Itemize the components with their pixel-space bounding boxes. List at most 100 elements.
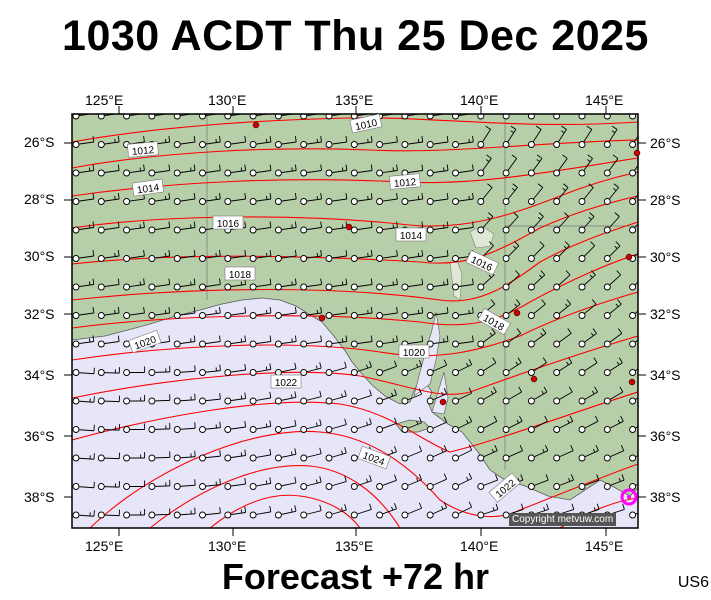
wind-barb bbox=[224, 278, 247, 291]
wind-barb bbox=[97, 367, 120, 376]
wind-barb bbox=[553, 474, 574, 490]
wind-barb bbox=[325, 475, 347, 490]
isobar-label: 1022 bbox=[270, 374, 302, 389]
wind-barb bbox=[553, 415, 574, 433]
wind-barb bbox=[376, 306, 398, 319]
wind-barb bbox=[224, 192, 247, 205]
wind-barb bbox=[325, 306, 348, 319]
wind-barb bbox=[578, 183, 594, 205]
wind-barb bbox=[224, 392, 247, 405]
wind-barb bbox=[477, 183, 493, 205]
wind-barb bbox=[97, 278, 120, 291]
wind-barb bbox=[452, 416, 473, 433]
wind-barb bbox=[274, 335, 297, 348]
wind-barb bbox=[300, 221, 322, 234]
wind-barb bbox=[72, 135, 95, 148]
wind-barb bbox=[603, 445, 625, 462]
isobar-line bbox=[72, 221, 638, 302]
wind-barb bbox=[426, 135, 449, 148]
wind-barb bbox=[477, 114, 485, 120]
wind-barb bbox=[249, 391, 272, 405]
isobar-label: 1016 bbox=[212, 215, 244, 230]
wind-barb bbox=[148, 278, 171, 291]
wind-barb bbox=[426, 335, 449, 348]
wind-barb bbox=[123, 306, 145, 319]
low-center-marker bbox=[620, 488, 638, 506]
wind-barb bbox=[401, 360, 423, 376]
wind-barb bbox=[629, 114, 637, 120]
wind-barb bbox=[350, 335, 373, 348]
wind-barb bbox=[199, 450, 221, 462]
wind-barb bbox=[123, 249, 145, 262]
city-dot bbox=[345, 223, 353, 231]
wind-barb bbox=[502, 386, 523, 405]
wind-barb bbox=[274, 306, 297, 319]
wind-barb bbox=[249, 306, 272, 319]
wind-barb bbox=[527, 212, 544, 234]
wind-barb bbox=[376, 389, 397, 405]
wind-barb bbox=[123, 221, 145, 234]
wind-barb bbox=[224, 306, 247, 319]
wind-barb bbox=[603, 183, 619, 205]
lon-label-145: 145°E bbox=[585, 92, 624, 108]
wind-barb bbox=[578, 474, 600, 490]
wind-barb bbox=[527, 125, 542, 148]
wind-barb bbox=[97, 335, 120, 348]
wind-barb bbox=[72, 335, 95, 348]
wind-barb bbox=[199, 278, 221, 291]
wind-barb bbox=[300, 390, 322, 405]
lat-label-26-right: 26°S bbox=[650, 135, 681, 151]
wind-barb bbox=[199, 306, 221, 319]
wind-barb bbox=[325, 418, 347, 433]
wind-barb bbox=[72, 367, 95, 376]
wind-barb bbox=[72, 164, 95, 177]
wind-barb bbox=[249, 278, 272, 291]
wind-barb bbox=[578, 114, 586, 120]
wind-barb bbox=[452, 306, 474, 319]
wind-barb bbox=[72, 306, 95, 319]
wind-barb bbox=[426, 221, 449, 234]
wind-barb bbox=[148, 422, 171, 433]
svg-text:1014: 1014 bbox=[136, 182, 160, 196]
city-dot bbox=[628, 378, 636, 386]
lat-label-36-left: 36°S bbox=[24, 428, 55, 444]
wind-barb bbox=[123, 509, 146, 519]
wind-barb bbox=[553, 183, 569, 205]
wind-barb bbox=[97, 481, 120, 490]
wind-barb bbox=[300, 419, 322, 433]
city-markers bbox=[252, 121, 641, 406]
wind-barb bbox=[199, 393, 221, 405]
wind-barb bbox=[350, 503, 372, 519]
lat-label-38-left: 38°S bbox=[24, 489, 55, 505]
wind-barb bbox=[376, 503, 397, 519]
isobar-label: 1014 bbox=[395, 227, 427, 242]
wind-barb bbox=[300, 335, 322, 348]
wind-barb bbox=[502, 114, 510, 120]
wind-barb bbox=[376, 335, 398, 348]
wind-barb bbox=[97, 452, 120, 462]
wind-barb bbox=[274, 221, 297, 234]
wind-barb bbox=[452, 501, 473, 519]
wind-barb bbox=[629, 397, 638, 405]
wind-barb bbox=[173, 507, 196, 519]
wind-barb bbox=[376, 192, 398, 205]
wind-barb bbox=[72, 396, 95, 405]
wind-barb bbox=[72, 192, 95, 205]
wind-barb bbox=[325, 278, 348, 291]
wind-barb bbox=[553, 299, 572, 319]
wind-barb bbox=[527, 154, 543, 177]
lat-label-34-right: 34°S bbox=[650, 367, 681, 383]
wind-barb bbox=[452, 387, 473, 405]
wind-barb bbox=[72, 221, 95, 234]
wind-barb bbox=[325, 135, 348, 148]
wind-barb bbox=[199, 335, 221, 348]
city-dot bbox=[252, 121, 260, 129]
city-dot bbox=[625, 253, 633, 261]
wind-barb bbox=[224, 135, 247, 148]
wind-barb bbox=[553, 445, 574, 462]
wind-barb bbox=[72, 453, 95, 462]
wind-barb bbox=[477, 386, 497, 405]
wind-barb bbox=[603, 328, 623, 348]
isobar-label: 1012 bbox=[127, 141, 159, 158]
wind-barb bbox=[173, 335, 196, 348]
